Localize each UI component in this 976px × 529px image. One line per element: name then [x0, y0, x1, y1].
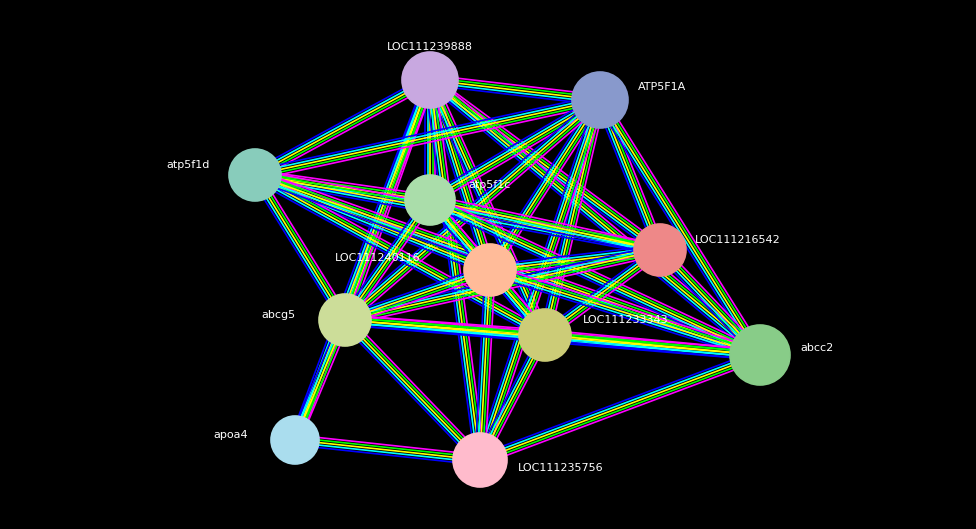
Circle shape — [405, 175, 455, 225]
Text: atp5f1d: atp5f1d — [167, 160, 210, 170]
Text: LOC111239888: LOC111239888 — [387, 42, 473, 52]
Circle shape — [319, 294, 371, 346]
Text: abcg5: abcg5 — [261, 310, 295, 320]
Text: LOC111233343: LOC111233343 — [583, 315, 669, 325]
Circle shape — [730, 325, 790, 385]
Text: atp5f1c: atp5f1c — [468, 180, 510, 190]
Circle shape — [572, 72, 628, 128]
Circle shape — [634, 224, 686, 276]
Circle shape — [271, 416, 319, 464]
Circle shape — [402, 52, 458, 108]
Text: abcc2: abcc2 — [800, 343, 834, 353]
Circle shape — [519, 309, 571, 361]
Text: LOC111235756: LOC111235756 — [518, 463, 603, 473]
Circle shape — [229, 149, 281, 201]
Text: LOC111216542: LOC111216542 — [695, 235, 781, 245]
Circle shape — [464, 244, 516, 296]
Text: apoa4: apoa4 — [214, 430, 248, 440]
Text: ATP5F1A: ATP5F1A — [638, 82, 686, 92]
Text: LOC111240116: LOC111240116 — [335, 253, 420, 263]
Circle shape — [453, 433, 507, 487]
